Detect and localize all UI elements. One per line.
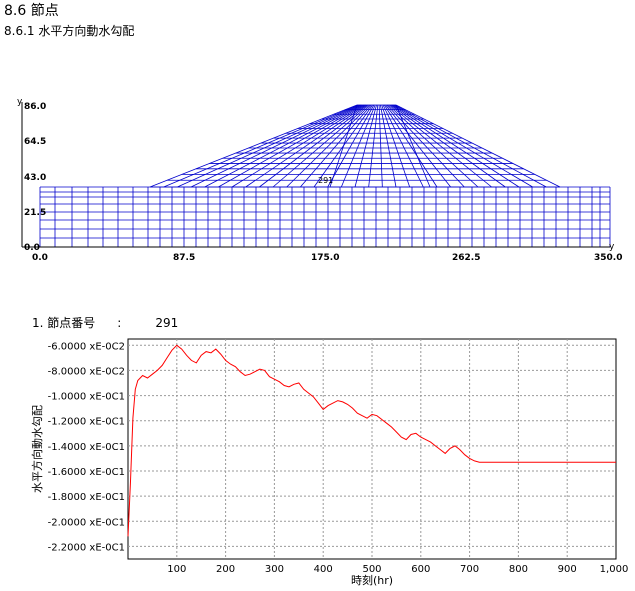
mesh-line <box>393 104 533 188</box>
x-tick-label: 600 <box>411 564 430 575</box>
mesh-line <box>368 104 379 188</box>
x-tick-label: 700 <box>460 564 479 575</box>
mesh-line <box>378 104 383 188</box>
node-number-label: 1. 節点番号 <box>32 316 96 330</box>
mesh-x-tick: 87.5 <box>173 253 195 263</box>
mesh-line <box>390 104 506 188</box>
mesh-line <box>149 104 358 188</box>
mesh-x-tick: 350.0 <box>594 253 622 263</box>
mesh-node-marker: 291 <box>318 176 333 185</box>
mesh-y-tick: 64.5 <box>24 137 46 147</box>
mesh-line <box>340 104 376 188</box>
chart-y-ticks: -6.0000 xE-0C2 -8.0000 xE-0C2 -1.0000 xE-0… <box>48 341 125 553</box>
y-tick-label: -1.6000 xE-0C1 <box>48 467 125 478</box>
mesh-y-tick: 86.0 <box>24 102 46 112</box>
mesh-line <box>245 104 367 188</box>
mesh-x-tick: 175.0 <box>311 253 339 263</box>
mesh-line <box>380 104 397 188</box>
x-tick-label: 800 <box>509 564 528 575</box>
y-tick-label: -2.0000 xE-0C1 <box>48 517 125 528</box>
mesh-line <box>382 104 424 188</box>
mesh-y-tick: 43.0 <box>24 173 46 183</box>
mesh-line <box>300 104 372 188</box>
x-tick-label: 900 <box>558 564 577 575</box>
y-tick-label: -2.2000 xE-0C1 <box>48 542 125 553</box>
mesh-line <box>190 104 362 188</box>
node-number-value: 291 <box>155 316 179 330</box>
x-tick-label: 1,000 <box>600 564 629 575</box>
mesh-line <box>391 104 520 188</box>
mesh-diagram: y y 86.0 64.5 43.0 21.5 0.0 0.0 87.5 175… <box>17 97 622 263</box>
mesh-line <box>387 104 479 188</box>
mesh-axes <box>21 102 610 248</box>
mesh-line <box>204 104 363 188</box>
section-heading: 8.6 節点 <box>4 3 59 19</box>
x-tick-label: 100 <box>167 564 186 575</box>
series-line <box>127 344 616 537</box>
mesh-line <box>329 104 358 188</box>
mesh-y-tick: 0.0 <box>24 243 40 253</box>
node-number-colon: : <box>117 316 122 330</box>
mesh-line <box>327 104 375 188</box>
subsection-heading: 8.6.1 水平方向動水勾配 <box>4 24 135 38</box>
time-history-chart: -6.0000 xE-0C2 -8.0000 xE-0C2 -1.0000 xE-0… <box>30 338 628 587</box>
chart-y-axis-label: 水平方向動水勾配 <box>30 405 44 493</box>
mesh-line <box>381 104 411 188</box>
mesh-x-tick: 0.0 <box>32 253 48 263</box>
mesh-y-axis-label: y <box>17 97 23 107</box>
chart-x-ticks: 100 200 300 400 500 600 700 800 900 1,000 <box>167 564 628 575</box>
x-tick-label: 400 <box>314 564 333 575</box>
mesh-line <box>386 104 465 188</box>
mesh-line <box>259 104 368 188</box>
x-tick-label: 300 <box>265 564 284 575</box>
y-tick-label: -8.0000 xE-0C2 <box>48 366 125 377</box>
x-tick-label: 200 <box>216 564 235 575</box>
x-tick-label: 500 <box>362 564 381 575</box>
mesh-line <box>395 104 431 188</box>
mesh-line <box>395 104 561 188</box>
y-tick-label: -1.8000 xE-0C1 <box>48 492 125 503</box>
mesh-line <box>383 104 438 188</box>
y-tick-label: -1.4000 xE-0C1 <box>48 442 125 453</box>
mesh-x-tick: 262.5 <box>452 253 480 263</box>
mesh-line <box>394 104 547 188</box>
node-number-row: 1. 節点番号: 291 <box>32 314 178 331</box>
mesh-line <box>389 104 492 188</box>
mesh-line <box>354 104 377 188</box>
mesh-y-tick: 21.5 <box>24 208 46 218</box>
mesh-grid <box>39 104 611 248</box>
mesh-line <box>385 104 451 188</box>
mesh-line <box>218 104 364 188</box>
mesh-line <box>163 104 359 188</box>
mesh-x-axis-label: y <box>609 242 615 252</box>
chart-x-axis-label: 時刻(hr) <box>351 573 393 587</box>
mesh-line <box>286 104 371 188</box>
chart-grid <box>128 339 616 559</box>
y-tick-label: -1.0000 xE-0C1 <box>48 392 125 403</box>
y-tick-label: -1.2000 xE-0C1 <box>48 417 125 428</box>
mesh-line <box>177 104 360 188</box>
mesh-line <box>231 104 366 188</box>
y-tick-label: -6.0000 xE-0C2 <box>48 341 125 352</box>
